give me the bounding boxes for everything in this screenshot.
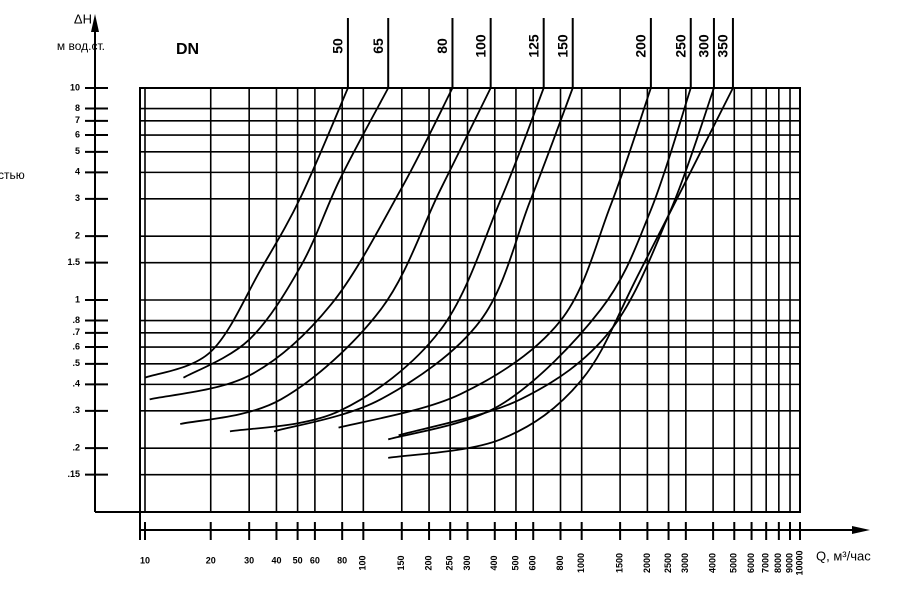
curve: [180, 87, 492, 425]
x-tick-label: 60: [310, 555, 320, 565]
x-tick-label: 5000: [729, 553, 739, 573]
y-tick-label: .2: [72, 443, 80, 453]
x-tick-label: 1500: [614, 553, 624, 573]
x-tick-label: 6000: [746, 553, 756, 573]
x-tick-label: 50: [293, 555, 303, 565]
legend-label: 350: [715, 34, 731, 58]
curve: [388, 87, 734, 459]
y-tick-label: .6: [72, 341, 80, 351]
x-tick-label: 10: [140, 555, 150, 565]
x-tick-label: 2000: [642, 553, 652, 573]
x-tick-label: 3000: [680, 553, 690, 573]
y-tick-label: .4: [72, 379, 80, 389]
x-tick-label: 300: [462, 555, 472, 570]
x-tick-label: 1000: [576, 553, 586, 573]
x-tick-label: 10000: [794, 550, 804, 575]
y-tick-label: 5: [75, 146, 80, 156]
x-tick-label: 20: [206, 555, 216, 565]
x-tick-label: 7000: [761, 553, 771, 573]
legend-label: 300: [696, 34, 712, 58]
curve: [398, 87, 715, 437]
y-tick-label: .15: [67, 469, 80, 479]
legend-label: 200: [633, 34, 649, 58]
y-axis-label: ΔН: [74, 11, 92, 26]
legend-label: 150: [554, 34, 570, 58]
y-tick-label: 1.5: [67, 257, 80, 267]
x-tick-label: 4000: [707, 553, 717, 573]
x-tick-label: 8000: [773, 553, 783, 573]
y-tick-label: 1: [75, 294, 80, 304]
x-tick-label: 40: [271, 555, 281, 565]
y-tick-label: 2: [75, 231, 80, 241]
legend-label: 250: [672, 34, 688, 58]
y-tick-label: .7: [72, 327, 80, 337]
curve: [229, 87, 545, 433]
curve: [182, 87, 390, 379]
x-tick-label: 9000: [784, 553, 794, 573]
x-tick-label: 200: [423, 555, 433, 570]
y-axis-arrow: [91, 14, 99, 32]
y-tick-label: .3: [72, 405, 80, 415]
annotation: стью: [0, 168, 25, 182]
legend-label: 80: [434, 38, 450, 54]
y-tick-label: 4: [75, 167, 80, 177]
curve: [273, 87, 574, 433]
x-axis-arrow: [852, 526, 870, 534]
x-tick-label: 100: [358, 555, 368, 570]
y-tick-label: 7: [75, 115, 80, 125]
x-axis-label: Q, м³/час: [816, 548, 871, 563]
legend-label: 125: [525, 34, 541, 58]
x-tick-label: 250: [445, 555, 455, 570]
legend-label: 65: [370, 38, 386, 54]
curve: [338, 87, 652, 429]
y-tick-label: 6: [75, 129, 80, 139]
legend-label: 50: [330, 38, 346, 54]
x-tick-label: 400: [489, 555, 499, 570]
y-axis-units: м вод.ст.: [57, 39, 105, 53]
curve: [387, 87, 692, 441]
x-tick-label: 30: [244, 555, 254, 565]
y-tick-label: 3: [75, 193, 80, 203]
legend-title: DN: [176, 41, 199, 58]
x-tick-label: 80: [337, 555, 347, 565]
y-tick-label: 8: [75, 103, 80, 113]
curve: [144, 87, 349, 379]
x-tick-label: 2500: [663, 553, 673, 573]
legend-label: 100: [472, 34, 488, 58]
x-tick-label: 800: [555, 555, 565, 570]
y-tick-label: 10: [70, 82, 80, 92]
x-tick-label: 150: [396, 555, 406, 570]
x-tick-label: 600: [528, 555, 538, 570]
y-tick-label: .8: [72, 315, 80, 325]
x-tick-label: 500: [510, 555, 520, 570]
plot-frame: [139, 87, 801, 513]
curve: [149, 87, 454, 401]
y-tick-label: .5: [72, 358, 80, 368]
